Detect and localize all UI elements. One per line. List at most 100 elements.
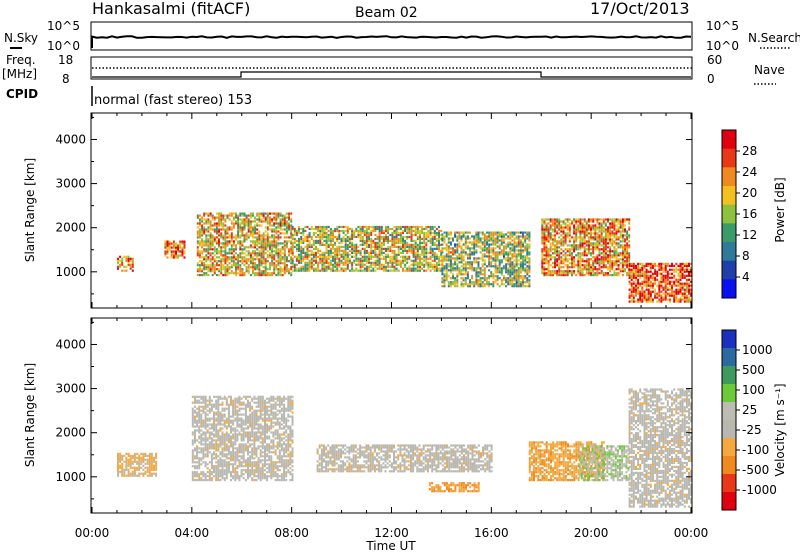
power-echo-cell [497,269,499,271]
velocity-echo-cell [138,459,140,461]
power-echo-cell [267,232,269,234]
power-echo-cell [616,220,618,222]
power-echo-cell [639,297,641,299]
power-echo-cell [626,266,628,268]
power-echo-cell [586,224,588,226]
power-echo-cell [374,254,376,256]
power-echo-cell [199,215,201,217]
power-echo-cell [132,258,134,260]
power-echo-cell [360,262,362,264]
power-echo-cell [497,232,499,234]
power-echo-cell [613,254,615,256]
power-echo-cell [495,279,497,281]
power-echo-cell [220,217,222,219]
power-echo-cell [423,228,425,230]
power-echo-cell [546,274,548,276]
power-echo-cell [235,274,237,276]
velocity-echo-cell [117,459,119,461]
power-echo-cell [505,271,507,273]
power-echo-cell [324,264,326,266]
velocity-echo-cell [198,416,200,418]
power-echo-cell [430,248,432,250]
power-echo-cell [216,226,218,228]
power-echo-cell [499,261,501,263]
power-echo-cell [423,248,425,250]
power-echo-cell [505,277,507,279]
power-echo-cell [514,243,516,245]
power-echo-cell [463,233,465,235]
power-echo-cell [631,285,633,287]
power-echo-cell [641,263,643,265]
power-echo-cell [210,246,212,248]
power-echo-cell [343,240,345,242]
power-echo-cell [214,266,216,268]
power-echo-cell [404,256,406,258]
power-echo-cell [261,218,263,220]
power-echo-cell [475,233,477,235]
power-echo-cell [284,268,286,270]
power-echo-cell [452,251,454,253]
power-echo-cell [381,232,383,234]
power-echo-cell [577,262,579,264]
velocity-echo-cell [117,463,119,465]
power-echo-cell [385,270,387,272]
power-echo-cell [556,218,558,220]
power-echo-cell [368,258,370,260]
power-echo-cell [546,218,548,220]
power-echo-cell [546,222,548,224]
power-echo-cell [624,252,626,254]
power-echo-cell [387,248,389,250]
velocity-echo-cell [196,451,198,453]
power-echo-cell [565,258,567,260]
power-echo-cell [267,220,269,222]
power-echo-cell [490,271,492,273]
velocity-echo-cell [142,469,144,471]
velocity-echo-cell [202,455,204,457]
power-echo-cell [603,264,605,266]
power-echo-cell [518,243,520,245]
power-echo-cell [665,299,667,301]
power-echo-cell [603,252,605,254]
power-echo-cell [366,268,368,270]
power-echo-cell [444,247,446,249]
power-echo-cell [324,268,326,270]
velocity-echo-cell [200,443,202,445]
power-echo-cell [518,249,520,251]
power-echo-cell [387,226,389,228]
power-echo-cell [452,269,454,271]
power-echo-cell [656,297,658,299]
power-echo-cell [250,226,252,228]
power-echo-layer [117,213,692,303]
power-echo-cell [309,260,311,262]
power-echo-cell [548,270,550,272]
power-echo-cell [467,235,469,237]
power-echo-cell [511,281,513,283]
power-echo-cell [624,230,626,232]
power-echo-cell [218,268,220,270]
power-echo-cell [413,270,415,272]
power-echo-cell [377,264,379,266]
power-echo-cell [688,285,690,287]
power-echo-cell [618,252,620,254]
power-echo-cell [252,234,254,236]
power-echo-cell [611,264,613,266]
power-echo-cell [563,262,565,264]
power-echo-cell [411,244,413,246]
power-echo-cell [677,275,679,277]
power-echo-cell [324,258,326,260]
power-echo-cell [571,262,573,264]
power-echo-cell [677,293,679,295]
velocity-echo-cell [151,457,153,459]
power-echo-cell [635,275,637,277]
power-echo-cell [201,274,203,276]
power-echo-cell [446,253,448,255]
velocity-echo-cell [200,416,202,418]
power-echo-cell [594,266,596,268]
power-echo-cell [582,258,584,260]
power-echo-cell [222,256,224,258]
power-echo-cell [207,220,209,222]
power-echo-cell [509,275,511,277]
power-echo-cell [269,252,271,254]
power-echo-cell [569,254,571,256]
